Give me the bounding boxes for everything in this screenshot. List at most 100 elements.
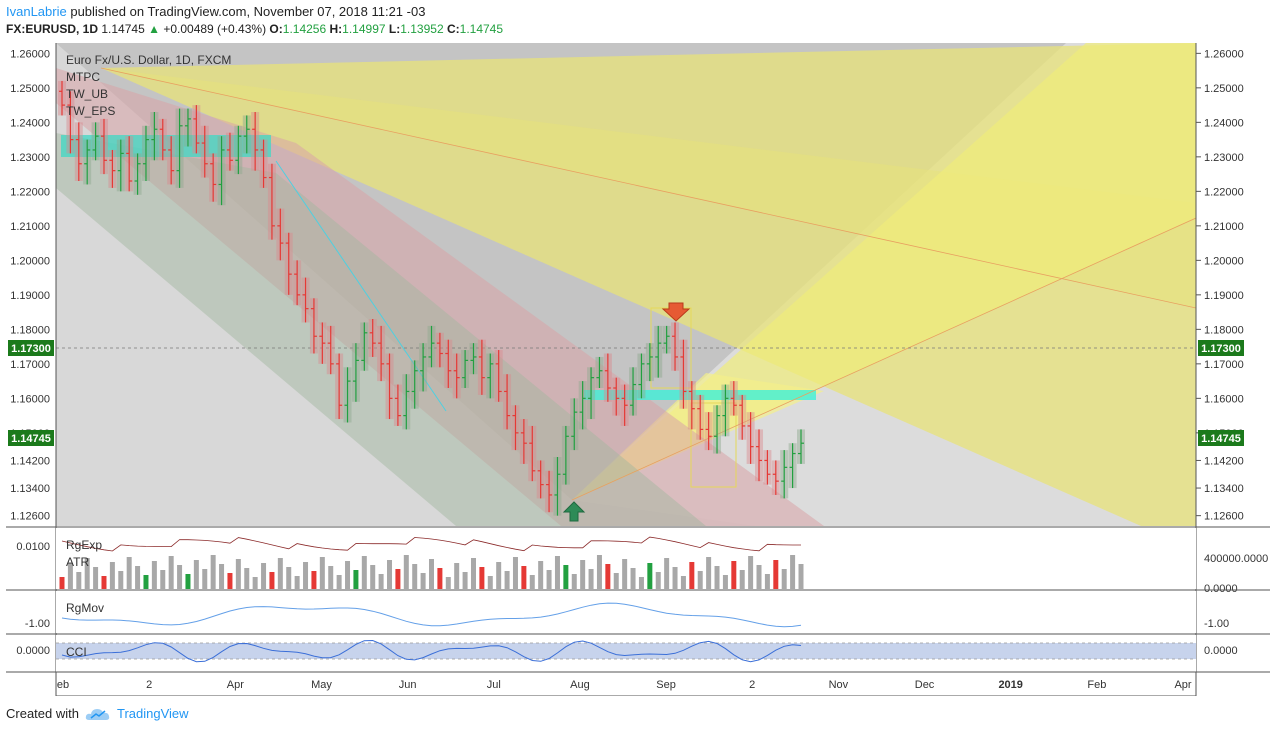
volume-bar-11 bbox=[151, 561, 157, 589]
y-tick-right-12: 1.14200 bbox=[1204, 455, 1244, 467]
volume-bar-62 bbox=[580, 560, 586, 589]
legend-title: Euro Fx/U.S. Dollar, 1D, FXCM bbox=[66, 53, 231, 67]
x-tick-9: Nov bbox=[829, 679, 849, 691]
volume-bar-84 bbox=[764, 574, 770, 589]
legend-study-tw-ub: TW_UB bbox=[66, 87, 108, 101]
volume-bar-20 bbox=[227, 573, 233, 589]
author-link[interactable]: IvanLabrie bbox=[6, 4, 67, 19]
y-tick-left-6: 1.20000 bbox=[10, 255, 50, 267]
volume-bar-13 bbox=[168, 556, 174, 589]
y-tick-right-2: 1.24000 bbox=[1204, 117, 1244, 129]
yellow-fan bbox=[101, 43, 1196, 526]
cci-band bbox=[56, 643, 1196, 659]
atr-label: ATR bbox=[66, 555, 89, 569]
volume-bar-0 bbox=[59, 577, 65, 589]
y-tick-left-14: 1.12600 bbox=[10, 511, 50, 523]
publish-header: IvanLabrie published on TradingView.com,… bbox=[6, 4, 425, 19]
volume-bar-5 bbox=[101, 576, 107, 589]
volume-bar-69 bbox=[638, 577, 644, 589]
volume-bar-80 bbox=[731, 561, 737, 589]
x-tick-8: 2 bbox=[749, 679, 755, 691]
y-tick-left-7: 1.19000 bbox=[10, 290, 50, 302]
cci-right-tick: 0.0000 bbox=[1204, 645, 1238, 657]
right-axis bbox=[1196, 43, 1270, 696]
created-with-text: Created with bbox=[6, 706, 79, 721]
y-tick-right-10: 1.16000 bbox=[1204, 393, 1244, 405]
rgexp-label: RgExp bbox=[66, 538, 102, 552]
volume-bar-18 bbox=[210, 555, 216, 589]
volume-bar-82 bbox=[748, 556, 754, 589]
price-bars bbox=[58, 80, 805, 516]
volume-bar-88 bbox=[798, 564, 804, 589]
volume-bar-87 bbox=[790, 555, 796, 589]
y-tick-left-10: 1.16000 bbox=[10, 393, 50, 405]
y-tick-right-3: 1.23000 bbox=[1204, 152, 1244, 164]
up-triangle-icon: ▲ bbox=[148, 22, 160, 36]
volume-bar-17 bbox=[202, 569, 208, 589]
y-tick-left-8: 1.18000 bbox=[10, 324, 50, 336]
volume-bar-78 bbox=[714, 566, 720, 589]
y-tick-right-13: 1.13400 bbox=[1204, 483, 1244, 495]
price-change: +0.00489 (+0.43%) bbox=[163, 22, 267, 36]
volume-bar-70 bbox=[647, 563, 653, 589]
volume-bar-39 bbox=[387, 560, 393, 589]
published-text: published on TradingView.com, November 0… bbox=[70, 4, 426, 19]
level-badge-left-text: 1.17300 bbox=[11, 343, 51, 355]
volume-bar-27 bbox=[286, 567, 292, 589]
rgmov-line bbox=[61, 602, 802, 628]
volume-bar-38 bbox=[378, 574, 384, 589]
volume-bar-26 bbox=[277, 558, 283, 589]
volume-bar-4 bbox=[93, 567, 99, 589]
volume-bar-40 bbox=[395, 569, 401, 589]
volume-bar-15 bbox=[185, 574, 191, 589]
x-tick-11: 2019 bbox=[998, 679, 1022, 691]
vol-right-tick-1: 400000.0000 bbox=[1204, 553, 1268, 565]
x-tick-13: Apr bbox=[1174, 679, 1191, 691]
chart-frame[interactable]: 1.26000 1.26000 1.25000 1.25000 1.24000 1.240… bbox=[5, 42, 1271, 697]
teal-zone-left bbox=[61, 135, 271, 157]
tradingview-link[interactable]: TradingView bbox=[116, 706, 189, 721]
price-chart[interactable]: 1.26000 1.26000 1.25000 1.25000 1.24000 1.240… bbox=[5, 42, 1271, 697]
volume-bar-52 bbox=[496, 562, 502, 589]
volume-bar-2 bbox=[76, 572, 82, 589]
volume-bar-75 bbox=[689, 562, 695, 589]
drawings-layer bbox=[56, 43, 1196, 526]
volume-bar-32 bbox=[328, 566, 334, 589]
volume-bar-49 bbox=[470, 558, 476, 589]
low-value: 1.13952 bbox=[400, 22, 444, 36]
last-badge-right: 1.14745 bbox=[1198, 430, 1244, 446]
volume-bar-64 bbox=[596, 555, 602, 589]
volume-bar-66 bbox=[613, 573, 619, 589]
last-badge-right-text: 1.14745 bbox=[1201, 433, 1241, 445]
y-tick-right-4: 1.22000 bbox=[1204, 186, 1244, 198]
volume-bar-35 bbox=[353, 570, 359, 589]
symbol-label: FX:EURUSD, 1D bbox=[6, 22, 99, 36]
volume-bar-7 bbox=[118, 571, 124, 589]
fan-line-2 bbox=[571, 217, 1196, 501]
volume-bar-56 bbox=[529, 575, 535, 589]
volume-bar-74 bbox=[680, 576, 686, 589]
volume-bar-28 bbox=[294, 576, 300, 589]
y-tick-left-2: 1.24000 bbox=[10, 117, 50, 129]
cyan-trend-line bbox=[275, 160, 447, 412]
y-tick-left-5: 1.21000 bbox=[10, 221, 50, 233]
footer: Created with TradingView bbox=[6, 706, 189, 721]
rgmov-right-tick: -1.00 bbox=[1204, 618, 1229, 630]
volume-bar-85 bbox=[773, 560, 779, 589]
volume-bar-9 bbox=[135, 566, 141, 589]
volume-bar-50 bbox=[479, 567, 485, 589]
volume-bar-53 bbox=[504, 571, 510, 589]
x-tick-1: 2 bbox=[146, 679, 152, 691]
x-tick-5: Jul bbox=[487, 679, 501, 691]
volume-bar-25 bbox=[269, 572, 275, 589]
volume-bar-3 bbox=[84, 558, 90, 589]
volume-bar-47 bbox=[454, 563, 460, 589]
x-tick-3: May bbox=[311, 679, 332, 691]
y-tick-left-0: 1.26000 bbox=[10, 48, 50, 60]
volume-bar-19 bbox=[219, 564, 225, 589]
rgmov-label: RgMov bbox=[66, 601, 104, 615]
volume-bar-81 bbox=[739, 570, 745, 589]
volume-bar-63 bbox=[588, 569, 594, 589]
y-tick-right-9: 1.17000 bbox=[1204, 359, 1244, 371]
volume-bar-41 bbox=[403, 555, 409, 589]
